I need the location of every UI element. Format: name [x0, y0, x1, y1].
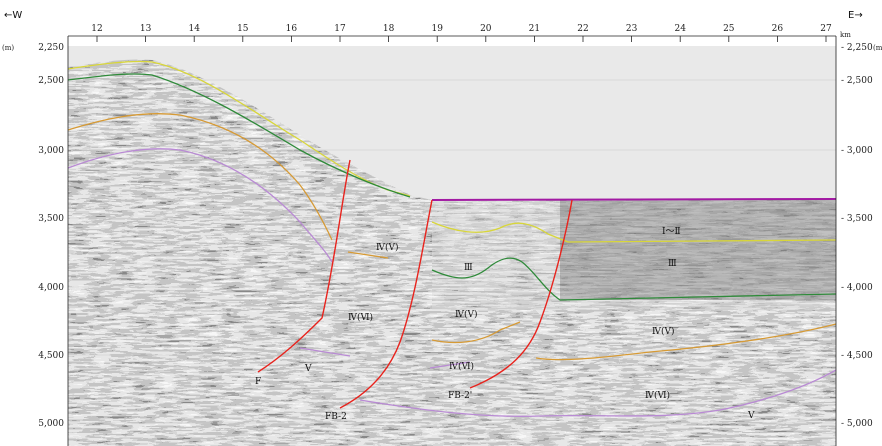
unit-label: Ⅲ — [464, 263, 473, 273]
fault-f — [257, 159, 351, 373]
x-tick-label: 24 — [674, 24, 686, 34]
unit-label: Ⅰ～Ⅱ — [662, 227, 681, 237]
y-tick-label-left: 4,500 — [38, 351, 64, 361]
fault-fb2 — [339, 199, 433, 409]
x-tick-label: 27 — [820, 24, 832, 34]
unit-label: Ⅴ — [747, 411, 755, 421]
unit-label: Ⅳ(Ⅴ) — [455, 309, 478, 320]
y-tick-label-left: 4,000 — [38, 283, 64, 293]
x-tick-label: 26 — [772, 24, 784, 34]
orange-horizon — [68, 113, 836, 361]
violet-horizon — [68, 148, 836, 417]
y-axis-ticks: 2,250 - 2,250 2,500 - 2,500 3,000 - 3,000 3,50… — [38, 43, 873, 429]
fault-label-f: F — [255, 377, 261, 387]
depth-unit-label-right: (m) — [873, 44, 882, 52]
green-horizon — [68, 73, 836, 301]
y-tick-label-left: 3,500 — [38, 214, 64, 224]
x-tick-label: 25 — [723, 24, 735, 34]
unit-label: Ⅴ — [304, 364, 312, 374]
horizons — [68, 60, 836, 417]
x-tick-label: 20 — [480, 24, 492, 34]
east-label: E→ — [848, 10, 863, 21]
y-tick-label-right: - 4,000 — [841, 283, 873, 293]
fault-label-fb2: FB-2 — [325, 412, 347, 422]
basin-layered-reflections — [432, 200, 836, 310]
fault-fb2-prime — [469, 199, 573, 389]
x-tick-label: 19 — [431, 24, 443, 34]
fault-label-fb2-prime: FB-2' — [448, 391, 472, 401]
y-tick-label-right: - 5,000 — [841, 419, 873, 429]
y-tick-label-left: 5,000 — [38, 419, 64, 429]
unit-label: Ⅳ(Ⅵ) — [449, 361, 474, 372]
depth-unit-label-left: (m) — [2, 44, 14, 52]
x-tick-label: 14 — [188, 24, 200, 34]
y-tick-label-right: - 2,500 — [841, 76, 873, 86]
unit-label: Ⅳ(Ⅵ) — [645, 390, 670, 401]
y-tick-label-right: - 3,000 — [841, 146, 873, 156]
yellow-horizon — [68, 60, 836, 243]
x-tick-label: 17 — [334, 24, 346, 34]
unit-label: Ⅳ(Ⅴ) — [376, 242, 399, 253]
unit-label: Ⅳ(Ⅴ) — [652, 326, 675, 337]
seafloor-horizon — [431, 198, 836, 201]
x-tick-label: 13 — [140, 24, 152, 34]
fault-labels: F FB-2 FB-2' — [255, 377, 472, 422]
unit-label: Ⅲ — [668, 259, 677, 269]
x-tick-label: 23 — [626, 24, 638, 34]
x-tick-label: 16 — [286, 24, 298, 34]
unit-labels: Ⅳ(Ⅴ) Ⅲ Ⅰ～Ⅱ Ⅲ Ⅳ(Ⅵ) Ⅳ(Ⅴ) Ⅳ(Ⅴ) Ⅳ(Ⅵ) Ⅴ Ⅳ(Ⅵ) … — [304, 227, 755, 421]
x-tick-label: 21 — [529, 24, 540, 34]
x-axis-ticks: 12 13 14 15 16 17 18 19 20 21 22 23 24 25 26 27 — [91, 24, 832, 42]
x-tick-label: 12 — [91, 24, 102, 34]
y-tick-label-right: - 3,500 — [841, 214, 873, 224]
unit-label: Ⅳ(Ⅵ) — [348, 312, 373, 323]
x-tick-label: 18 — [383, 24, 395, 34]
west-label: ←W — [4, 10, 22, 21]
y-tick-label-left: 2,500 — [38, 76, 64, 86]
y-tick-label-right: - 4,500 — [841, 351, 873, 361]
x-tick-label: 22 — [577, 24, 588, 34]
km-unit-label: km — [840, 31, 851, 39]
y-tick-label-left: 2,250 — [38, 43, 64, 53]
y-tick-label-right: - 2,250 — [841, 43, 873, 53]
faults — [257, 159, 573, 409]
x-tick-label: 15 — [237, 24, 249, 34]
depth-gridlines — [68, 79, 836, 424]
y-tick-label-left: 3,000 — [38, 146, 64, 156]
